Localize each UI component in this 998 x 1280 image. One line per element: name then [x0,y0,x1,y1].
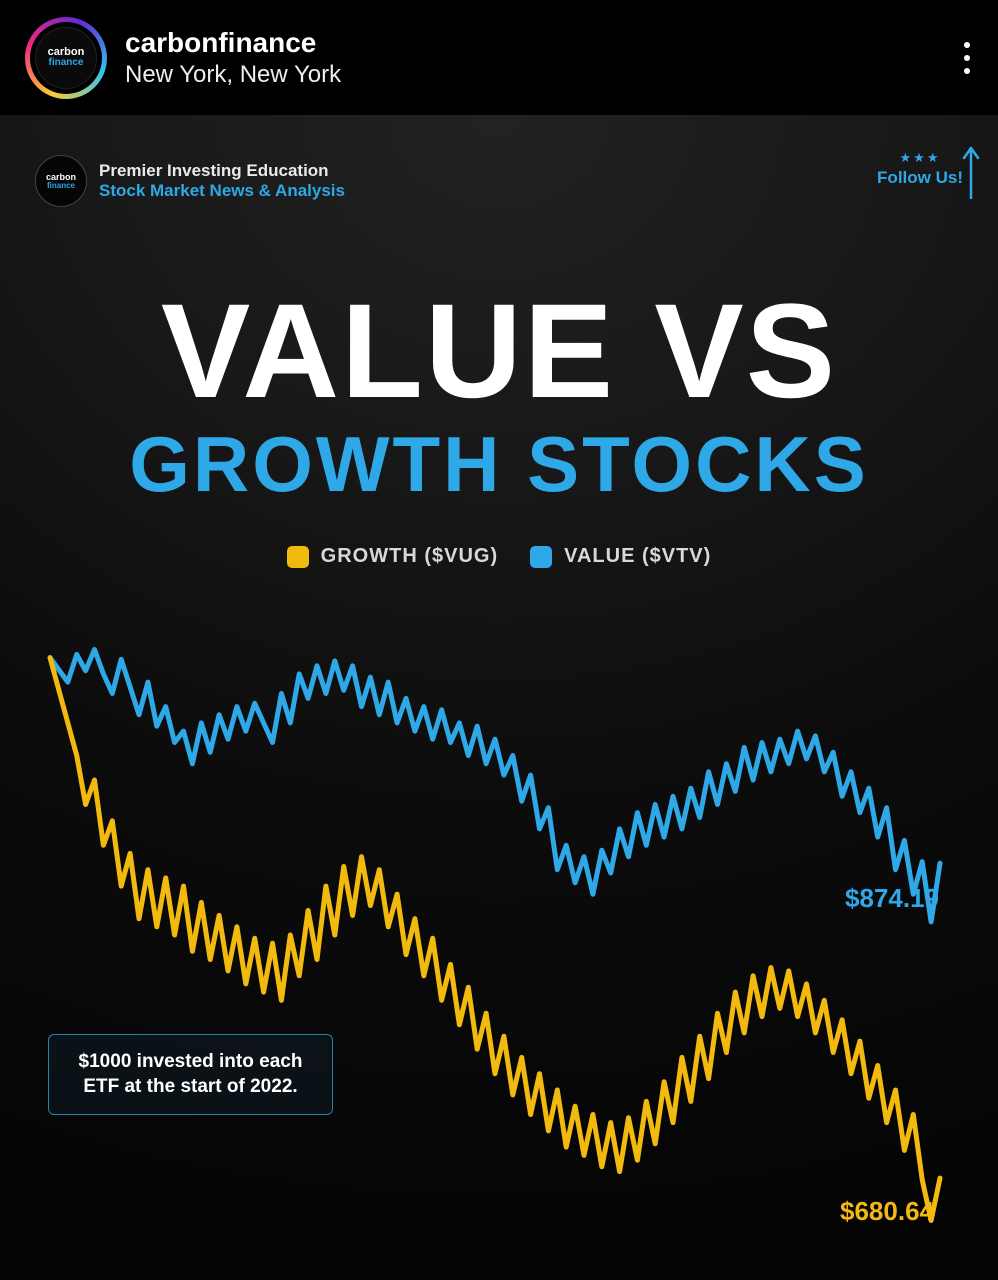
legend-label: VALUE ($VTV) [564,545,711,568]
series-end-label-value: $874.19 [845,883,939,914]
avatar-logo: carbon finance [35,27,97,89]
username[interactable]: carbonfinance [125,27,341,59]
arrow-up-icon [961,144,981,199]
legend-item-growth: GROWTH ($VUG) [287,545,498,568]
brand-tagline-2: Stock Market News & Analysis [99,181,345,201]
chart-legend: GROWTH ($VUG) VALUE ($VTV) [0,545,998,568]
follow-stars-icon: ★★★ [877,150,963,166]
brand-header: carbon finance Premier Investing Educati… [35,155,345,207]
title-line-2: GROWTH STOCKS [0,425,998,503]
more-options-icon[interactable] [964,42,970,74]
profile-avatar[interactable]: carbon finance [25,17,107,99]
brand-tagline-1: Premier Investing Education [99,161,345,181]
infographic-card: carbon finance Premier Investing Educati… [0,115,998,1280]
legend-swatch [530,546,552,568]
logo-text-2: finance [48,58,83,68]
brand-logo-icon: carbon finance [35,155,87,207]
legend-label: GROWTH ($VUG) [321,545,498,568]
series-end-label-growth: $680.64 [840,1196,934,1227]
follow-label: Follow Us! [877,168,963,188]
chart-note: $1000 invested into each ETF at the star… [48,1034,333,1115]
post-header: carbon finance carbonfinance New York, N… [0,0,998,115]
title-line-1: VALUE VS [0,285,998,419]
legend-swatch [287,546,309,568]
legend-item-value: VALUE ($VTV) [530,545,711,568]
line-chart: $874.19 $680.64 [50,625,940,1245]
follow-cta[interactable]: ★★★ Follow Us! [877,150,963,188]
location[interactable]: New York, New York [125,61,341,89]
